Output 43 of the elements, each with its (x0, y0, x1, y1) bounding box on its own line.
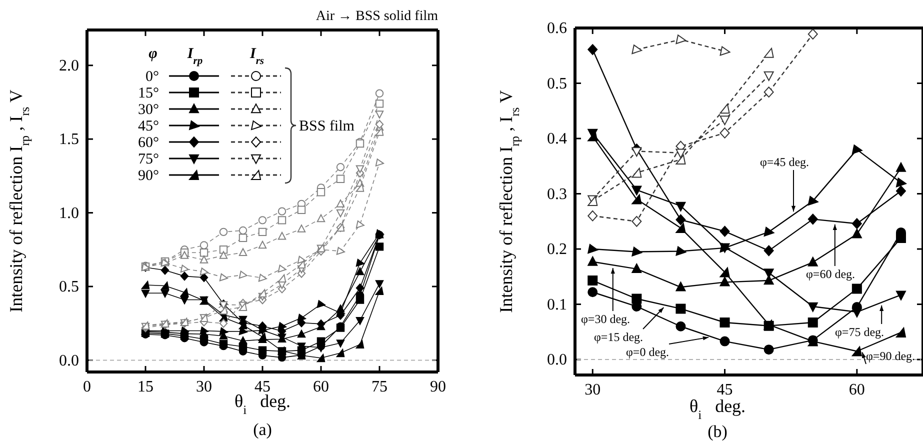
series-label: φ=0 deg. (626, 345, 670, 359)
legend-label: 30° (138, 102, 159, 118)
annotation: I$_{rp}$ (186, 46, 203, 66)
x-tick-label: 45 (716, 381, 733, 398)
x-tick-label: 15 (138, 378, 154, 396)
text: (b) (708, 422, 728, 441)
x-tick-label: 60 (848, 381, 865, 398)
y-tick-label: 0.6 (547, 20, 567, 38)
text: φ=60 deg. (806, 267, 856, 281)
x-tick-label: 75 (372, 378, 388, 396)
y-tick-label: 0.5 (59, 278, 79, 296)
legend-label: φ=90 deg. (866, 349, 916, 363)
legend-label: φ=30 deg. (581, 312, 630, 326)
text: Air → BSS solid film (316, 9, 438, 24)
legend-label: 60° (138, 135, 159, 151)
y-tick-label: 0.3 (547, 186, 567, 203)
y-tick-label: 2.0 (59, 58, 79, 74)
x-tick-label: 90 (430, 378, 446, 396)
annotation: BSS film (299, 118, 355, 134)
y-tick-label: 0.1 (547, 296, 567, 314)
annotation: I$_{rs}$ (248, 46, 264, 66)
legend-label: 90° (138, 168, 159, 184)
legend-label: 75° (138, 152, 159, 168)
y-tick-label: 1.5 (59, 131, 79, 148)
legend-title: φ (148, 46, 158, 62)
legend-label: 15° (138, 86, 159, 102)
text: (a) (253, 420, 272, 439)
y-tick-label: 0.0 (59, 352, 79, 370)
legend-label: 0° (146, 69, 159, 85)
legend-label: 45° (138, 118, 159, 134)
x-tick-label: 60 (313, 378, 329, 396)
y-tick-label: 0.0 (547, 352, 567, 369)
y-tick-label: 0.2 (547, 241, 567, 258)
series-label: φ=75 deg. (835, 325, 884, 339)
series-label: φ=45 deg. (760, 155, 810, 169)
x-tick-label: 0 (83, 378, 91, 396)
x-tick-label: 30 (196, 378, 212, 396)
y-tick-label: 0.5 (547, 75, 567, 92)
x-tick-label: 30 (584, 381, 601, 398)
legend-label: φ=15 deg. (594, 330, 644, 344)
y-tick-label: 0.4 (547, 130, 567, 148)
y-tick-label: 1.0 (59, 204, 79, 222)
x-axis-title: θ$_{i}$ deg. (689, 396, 746, 422)
